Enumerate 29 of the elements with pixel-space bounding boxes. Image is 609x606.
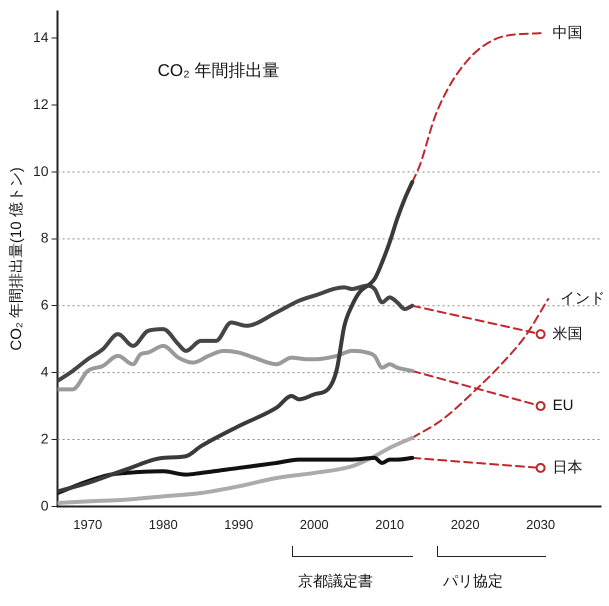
x-tick-label: 2020: [450, 516, 480, 532]
series-label: EU: [552, 397, 574, 414]
line-series: [58, 344, 414, 392]
line-series: [58, 436, 414, 506]
y-tick-label: 4: [40, 363, 49, 380]
series-label: インド: [560, 290, 606, 308]
line-series: [411, 298, 550, 439]
y-tick-label: 6: [40, 296, 49, 313]
y-tick-label: 2: [40, 430, 49, 446]
text: CO₂ 年間排出量: [158, 61, 280, 80]
series-label: 米国: [552, 325, 583, 342]
series-label: 日本: [552, 459, 583, 476]
y-tick-label: 12: [32, 96, 49, 112]
y-tick-label: 10: [32, 162, 49, 179]
x-tick-label: 1980: [148, 516, 178, 532]
y-axis-title: CO₂ 年間排出量(10 億トン): [8, 167, 26, 351]
line-series: [411, 32, 542, 183]
y-tick-label: 14: [32, 29, 49, 46]
y-tick-label: 8: [40, 230, 49, 246]
line-series: [58, 180, 414, 494]
text: パリ協定: [443, 572, 503, 591]
x-tick-label: 2030: [526, 516, 556, 532]
x-tick-label: 2000: [300, 516, 329, 532]
x-tick-label: 2010: [375, 516, 404, 532]
y-tick-label: 0: [40, 497, 49, 514]
x-tick-label: 1970: [73, 516, 102, 532]
text: 京都議定書: [298, 572, 373, 591]
series-label: 中国: [552, 24, 583, 42]
x-tick-label: 1990: [224, 516, 254, 532]
